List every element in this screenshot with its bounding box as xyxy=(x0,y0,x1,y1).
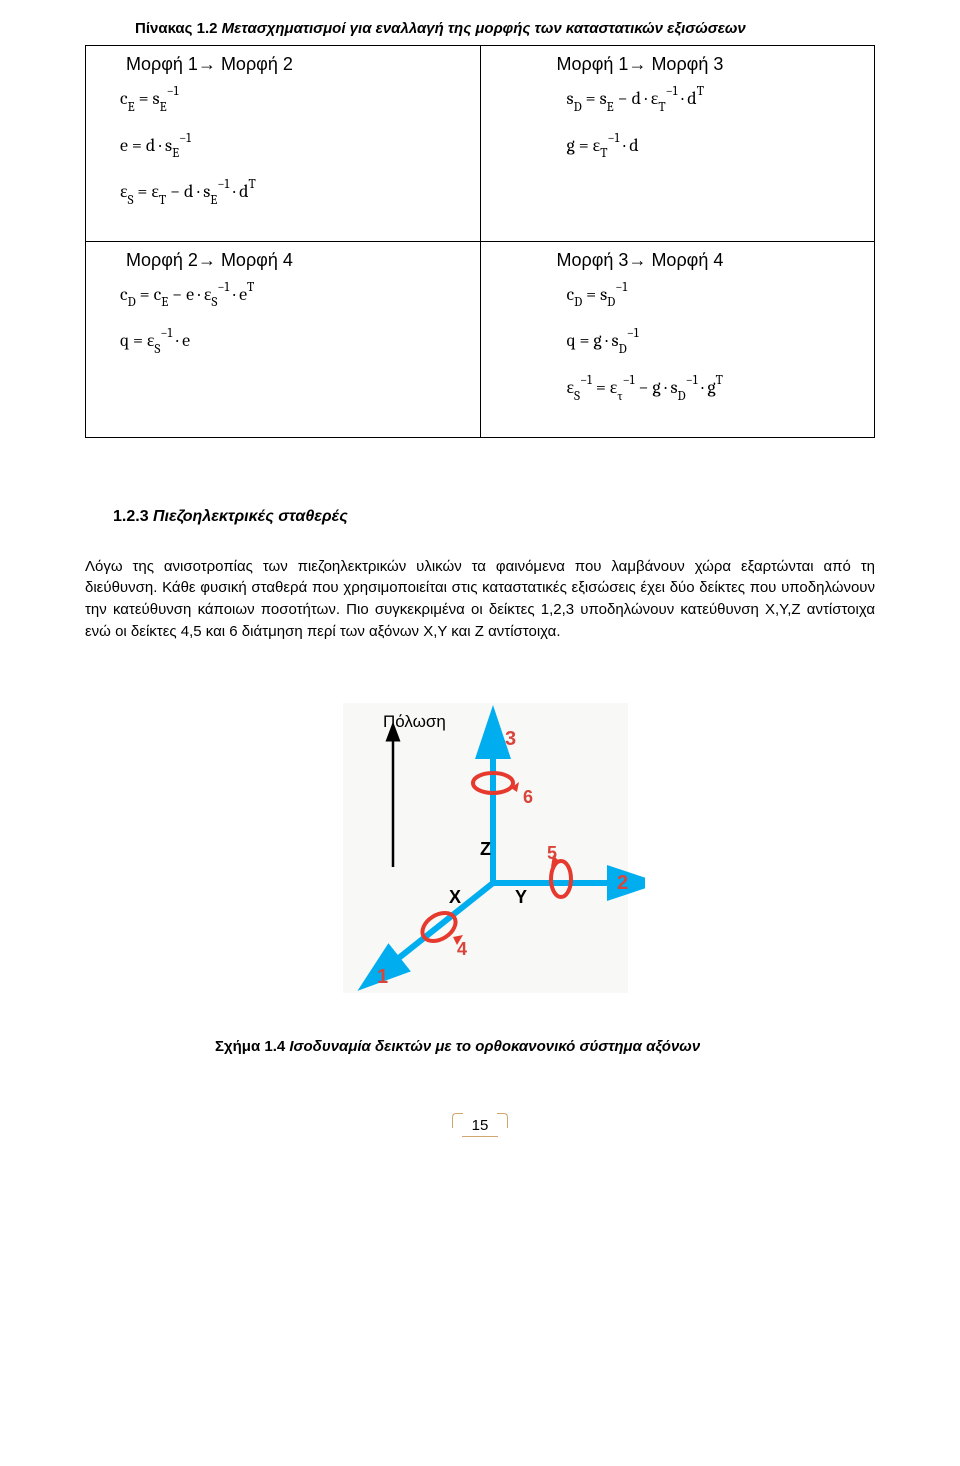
label-z: Z xyxy=(480,839,491,859)
equation: εS = εT − d · sE−1 · dT xyxy=(120,180,470,205)
cell-form2-to-form4: Μορφή 2→ Μορφή 4 cD = cE − e · εS−1 · eT… xyxy=(86,241,481,437)
index-6: 6 xyxy=(523,787,533,807)
table-caption: Πίνακας 1.2 Μετασχηματισμοί για εναλλαγή… xyxy=(135,20,875,37)
axes-diagram: Πόλωση 3 2 1 Z Y X 6 xyxy=(315,693,645,1003)
section-heading: 1.2.3 Πιεζοηλεκτρικές σταθερές xyxy=(113,508,875,526)
equation: cE = sE−1 xyxy=(120,87,470,112)
equation: q = g · sD−1 xyxy=(567,329,865,354)
cell-form1-to-form2: Μορφή 1→ Μορφή 2 cE = sE−1 e = d · sE−1 … xyxy=(86,46,481,242)
equation: e = d · sE−1 xyxy=(120,134,470,159)
equation: q = εS−1 · e xyxy=(120,329,470,354)
index-1: 1 xyxy=(377,966,388,988)
section-number: 1.2.3 xyxy=(113,508,149,525)
cell-title: Μορφή 1→ Μορφή 2 xyxy=(126,54,470,75)
index-4: 4 xyxy=(457,939,467,959)
label-y: Y xyxy=(515,887,527,907)
equation: cD = sD−1 xyxy=(567,283,865,308)
label-x: X xyxy=(449,887,461,907)
label-polosi: Πόλωση xyxy=(383,712,446,731)
cell-title: Μορφή 3→ Μορφή 4 xyxy=(557,250,865,271)
figure-caption-rest: Ισοδυναμία δεικτών με το ορθοκανονικό σύ… xyxy=(285,1038,700,1055)
equation: sD = sE − d · εT−1 · dT xyxy=(567,87,865,112)
figure: Πόλωση 3 2 1 Z Y X 6 xyxy=(85,693,875,1008)
transforms-table: Μορφή 1→ Μορφή 2 cE = sE−1 e = d · sE−1 … xyxy=(85,45,875,438)
cell-title: Μορφή 1→ Μορφή 3 xyxy=(557,54,865,75)
section-title: Πιεζοηλεκτρικές σταθερές xyxy=(149,508,348,525)
cell-form1-to-form3: Μορφή 1→ Μορφή 3 sD = sE − d · εT−1 · dT… xyxy=(480,46,875,242)
index-2: 2 xyxy=(617,872,628,894)
equation: cD = cE − e · εS−1 · eT xyxy=(120,283,470,308)
page-number: 15 xyxy=(462,1115,499,1137)
cell-title: Μορφή 2→ Μορφή 4 xyxy=(126,250,470,271)
index-5: 5 xyxy=(547,843,557,863)
equation: εS−1 = ετ−1 − g · sD−1 · gT xyxy=(567,376,865,401)
body-paragraph: Λόγω της ανισοτροπίας των πιεζοηλεκτρικώ… xyxy=(85,556,875,643)
figure-caption-prefix: Σχήμα 1.4 xyxy=(215,1038,285,1055)
table-caption-rest: Μετασχηματισμοί για εναλλαγή της μορφής … xyxy=(217,20,745,37)
cell-form3-to-form4: Μορφή 3→ Μορφή 4 cD = sD−1 q = g · sD−1 … xyxy=(480,241,875,437)
index-3: 3 xyxy=(505,728,516,750)
equation: g = εT−1 · d xyxy=(567,134,865,159)
table-caption-prefix: Πίνακας 1.2 xyxy=(135,20,217,37)
page-footer: 15 xyxy=(85,1115,875,1155)
figure-caption: Σχήμα 1.4 Ισοδυναμία δεικτών με το ορθοκ… xyxy=(215,1038,875,1055)
